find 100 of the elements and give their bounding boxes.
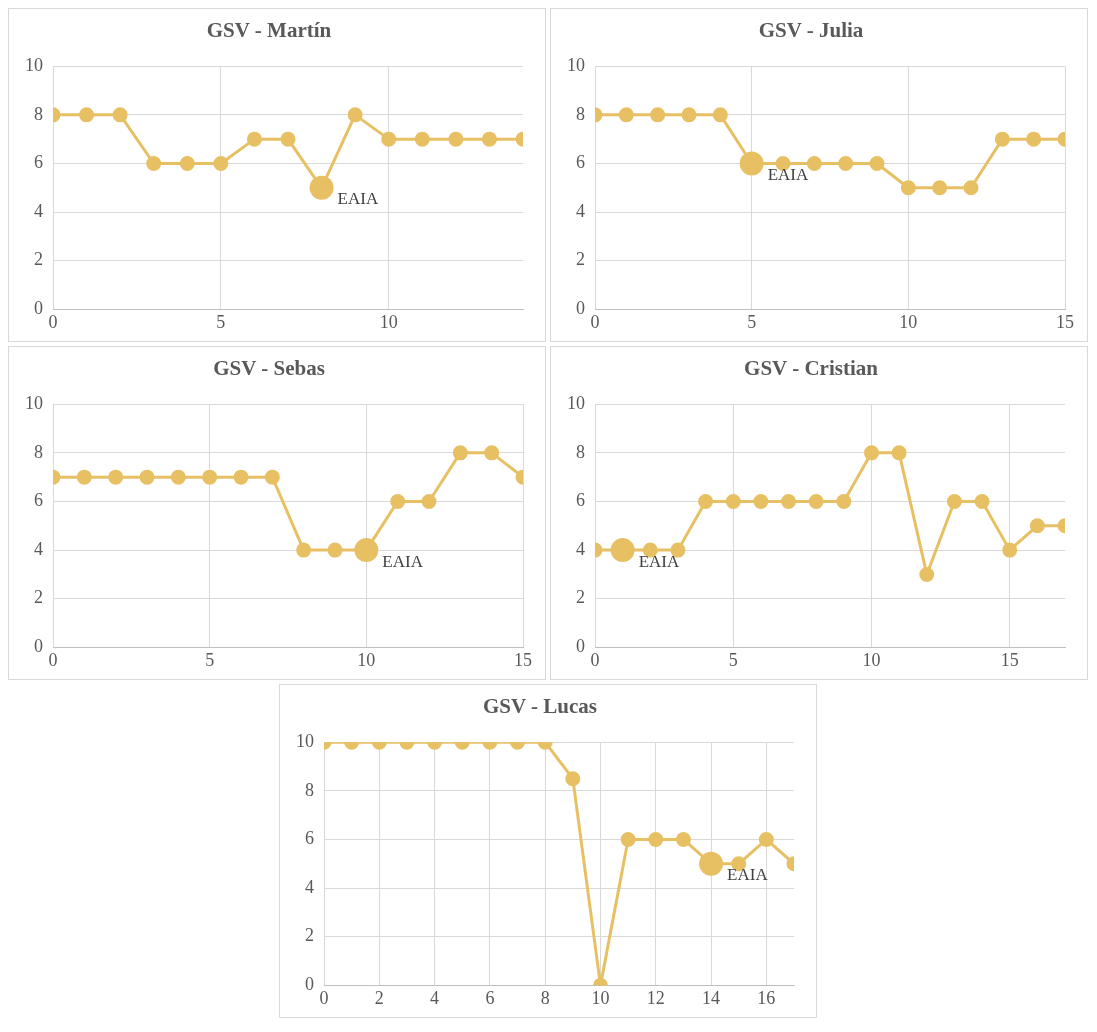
y-tick-label: 6 [576, 490, 585, 511]
point [739, 151, 764, 176]
point [618, 107, 634, 123]
point [139, 469, 155, 485]
y-tick-label: 8 [305, 779, 314, 800]
x-tick-label: 0 [590, 649, 600, 670]
point [699, 851, 724, 876]
x-tick-label: 5 [216, 311, 226, 332]
annotation: EAIA [767, 164, 809, 184]
point [670, 542, 686, 558]
point [863, 445, 879, 461]
y-tick-label: 2 [576, 587, 585, 608]
point [648, 831, 664, 847]
point [1002, 542, 1018, 558]
y-tick-label: 4 [34, 200, 43, 221]
x-tick-label: 14 [702, 987, 721, 1008]
point [891, 445, 907, 461]
y-tick-label: 2 [576, 249, 585, 270]
point [781, 493, 797, 509]
point [421, 493, 437, 509]
y-tick-label: 4 [305, 876, 314, 897]
y-tick-label: 4 [34, 538, 43, 559]
point [869, 155, 885, 171]
point [753, 493, 769, 509]
point [932, 180, 948, 196]
point [808, 493, 824, 509]
point [108, 469, 124, 485]
point [170, 469, 186, 485]
y-tick-label: 4 [576, 538, 585, 559]
point [1029, 518, 1045, 534]
x-tick-label: 10 [357, 649, 376, 670]
x-tick-label: 15 [1056, 311, 1074, 332]
point [946, 493, 962, 509]
point [381, 131, 397, 147]
y-tick-label: 6 [34, 490, 43, 511]
point [484, 445, 500, 461]
y-tick-label: 8 [34, 441, 43, 462]
point [309, 175, 334, 200]
y-tick-label: 4 [576, 200, 585, 221]
point [112, 107, 128, 123]
y-tick-label: 10 [25, 54, 43, 75]
point [414, 131, 430, 147]
chart-title: GSV - Martín [206, 18, 332, 43]
y-tick-label: 0 [576, 298, 585, 319]
y-tick-label: 6 [576, 152, 585, 173]
point [79, 107, 95, 123]
annotation: EAIA [727, 865, 769, 885]
point [838, 155, 854, 171]
point [620, 831, 636, 847]
point [390, 493, 406, 509]
x-tick-label: 6 [485, 987, 495, 1008]
y-tick-label: 0 [576, 636, 585, 657]
y-tick-label: 8 [576, 103, 585, 124]
x-tick-label: 10 [591, 987, 610, 1008]
y-tick-label: 0 [305, 974, 314, 995]
point [202, 469, 218, 485]
point [246, 131, 262, 147]
point [146, 155, 162, 171]
point [481, 131, 497, 147]
point [919, 566, 935, 582]
point [264, 469, 280, 485]
x-tick-label: 10 [862, 649, 881, 670]
point [900, 180, 916, 196]
point [347, 107, 363, 123]
point [179, 155, 195, 171]
point [712, 107, 728, 123]
point [675, 831, 691, 847]
y-tick-label: 2 [305, 925, 314, 946]
x-tick-label: 4 [430, 987, 440, 1008]
x-tick-label: 5 [728, 649, 738, 670]
y-tick-label: 6 [34, 152, 43, 173]
annotation: EAIA [382, 551, 424, 571]
x-tick-label: 0 [319, 987, 329, 1008]
y-tick-label: 2 [34, 249, 43, 270]
point [354, 538, 379, 563]
y-tick-label: 0 [34, 298, 43, 319]
x-tick-label: 0 [48, 311, 58, 332]
y-tick-label: 6 [305, 828, 314, 849]
y-tick-label: 8 [34, 103, 43, 124]
y-tick-label: 10 [567, 392, 585, 413]
y-tick-label: 8 [576, 441, 585, 462]
annotation: EAIA [638, 551, 680, 571]
point [681, 107, 697, 123]
point [974, 493, 990, 509]
x-tick-label: 0 [590, 311, 600, 332]
point [806, 155, 822, 171]
annotation: EAIA [337, 189, 379, 209]
chart-title: GSV - Lucas [483, 694, 597, 719]
x-tick-label: 2 [374, 987, 384, 1008]
x-tick-label: 10 [379, 311, 398, 332]
point [836, 493, 852, 509]
point [213, 155, 229, 171]
x-tick-label: 5 [205, 649, 215, 670]
x-tick-label: 15 [514, 649, 532, 670]
x-tick-label: 0 [48, 649, 58, 670]
point [725, 493, 741, 509]
chart-title: GSV - Cristian [744, 356, 879, 381]
y-tick-label: 10 [25, 392, 43, 413]
y-tick-label: 10 [567, 54, 585, 75]
point [233, 469, 249, 485]
